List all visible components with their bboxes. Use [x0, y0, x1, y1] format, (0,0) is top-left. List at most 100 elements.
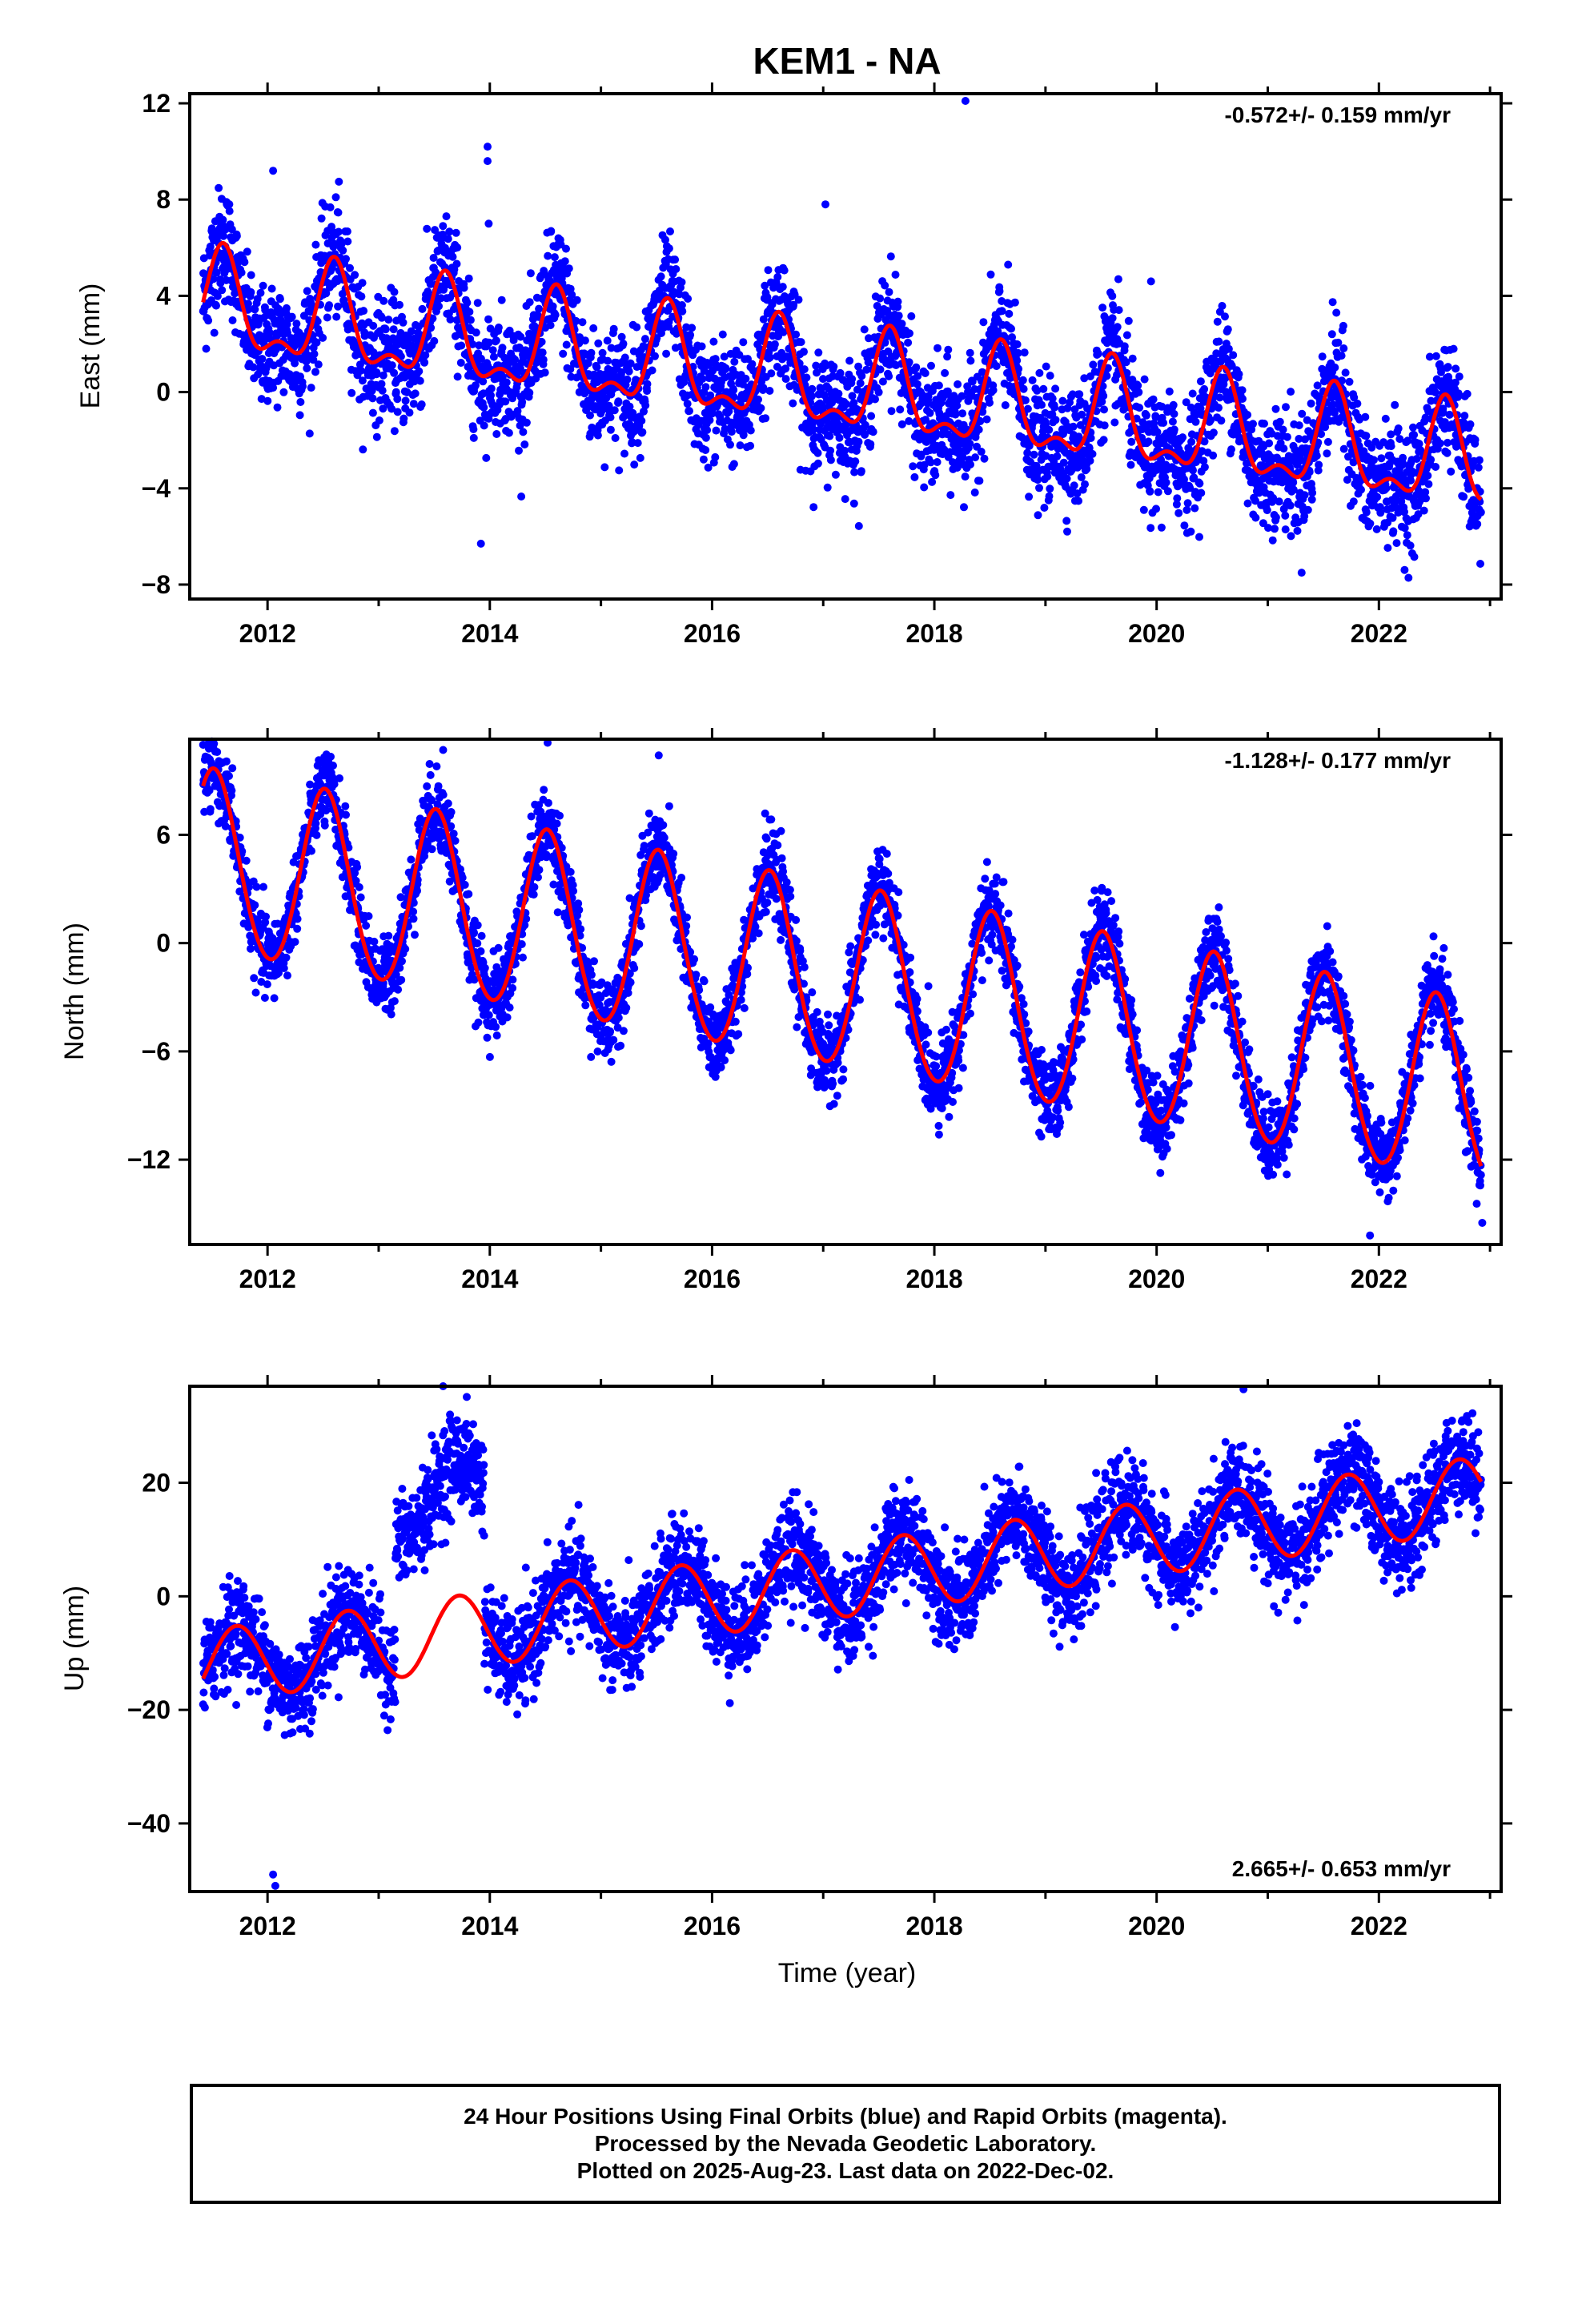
east-data-point	[1293, 526, 1302, 535]
east-data-point	[1010, 298, 1019, 307]
east-data-point	[1059, 458, 1068, 467]
east-data-point	[1307, 399, 1315, 408]
east-data-point	[436, 294, 445, 303]
north-data-point	[263, 980, 271, 989]
east-data-point	[592, 363, 601, 372]
east-data-point	[1034, 511, 1042, 520]
east-data-point	[1382, 484, 1391, 493]
north-data-point	[342, 810, 350, 819]
east-data-point	[421, 351, 430, 360]
east-data-point	[630, 460, 639, 469]
east-data-point	[292, 320, 301, 328]
east-data-point	[572, 296, 581, 304]
north-data-point	[390, 997, 399, 1006]
north-data-point	[293, 915, 302, 923]
east-data-point	[1146, 487, 1154, 496]
east-data-point	[802, 373, 811, 382]
east-data-point	[1369, 456, 1378, 464]
north-data-point	[370, 937, 379, 946]
east-data-point	[894, 312, 903, 320]
east-data-point	[257, 395, 266, 404]
east-data-point	[1399, 453, 1407, 462]
east-data-point	[604, 356, 612, 365]
east-data-point	[1271, 404, 1280, 413]
east-data-point	[638, 428, 647, 436]
east-data-point	[562, 244, 570, 253]
east-data-point	[966, 356, 975, 365]
east-data-point	[1178, 433, 1187, 442]
east-data-point	[966, 460, 974, 468]
east-data-point	[1312, 452, 1321, 460]
east-y-tick-label: 0	[156, 378, 171, 407]
east-data-point	[314, 360, 323, 369]
east-data-point	[1088, 449, 1097, 458]
east-data-point	[374, 292, 383, 301]
east-data-point	[662, 349, 671, 358]
east-data-point	[334, 208, 343, 217]
east-data-point	[881, 281, 889, 290]
east-data-point	[1099, 392, 1108, 400]
east-data-point	[1035, 484, 1043, 493]
east-data-point	[1048, 394, 1057, 403]
east-data-point	[1050, 403, 1058, 412]
north-data-point	[364, 912, 373, 920]
east-data-point	[384, 316, 393, 324]
east-data-point	[1251, 513, 1260, 522]
east-data-point	[206, 242, 215, 251]
east-data-point	[488, 346, 497, 355]
east-outlier-point	[484, 219, 493, 228]
east-data-point	[1315, 460, 1323, 469]
east-data-point	[1366, 519, 1375, 528]
east-data-point	[271, 345, 280, 354]
east-data-point	[391, 388, 400, 396]
east-data-point	[712, 426, 721, 435]
east-data-point	[757, 404, 765, 412]
east-data-point	[482, 453, 491, 462]
east-data-point	[464, 274, 473, 283]
east-data-point	[1043, 472, 1052, 480]
east-data-point	[1287, 532, 1295, 541]
east-data-point	[709, 337, 718, 346]
east-data-point	[343, 227, 351, 235]
east-data-point	[517, 493, 526, 501]
north-data-point	[384, 931, 393, 940]
east-data-point	[1018, 376, 1027, 384]
east-data-point	[800, 348, 808, 356]
east-data-point	[381, 325, 390, 334]
east-data-point	[1476, 508, 1485, 517]
east-data-point	[492, 336, 500, 345]
east-data-point	[219, 231, 228, 240]
east-data-point	[699, 455, 708, 464]
east-data-point	[209, 275, 218, 283]
east-data-point	[648, 366, 656, 375]
east-data-point	[982, 415, 991, 424]
east-data-point	[701, 383, 710, 392]
east-data-point	[1339, 321, 1347, 330]
east-data-point	[1362, 432, 1371, 440]
east-data-point	[393, 395, 402, 404]
east-data-point	[1227, 445, 1235, 454]
east-data-point	[589, 324, 598, 332]
east-data-point	[283, 320, 291, 328]
east-data-point	[1289, 478, 1298, 487]
east-data-point	[251, 305, 259, 314]
east-data-point	[237, 268, 246, 277]
east-data-point	[303, 287, 311, 296]
east-data-point	[1394, 424, 1403, 432]
east-data-point	[1243, 411, 1252, 419]
east-data-point	[1455, 372, 1464, 381]
east-data-point	[1046, 372, 1054, 380]
east-data-point	[841, 400, 850, 408]
east-data-point	[1466, 420, 1475, 428]
east-data-point	[273, 403, 282, 412]
east-data-point	[1040, 504, 1049, 512]
east-data-point	[480, 403, 488, 412]
east-data-point	[1313, 381, 1322, 390]
east-data-point	[1460, 493, 1468, 501]
east-data-point	[885, 287, 893, 296]
east-data-point	[767, 369, 776, 378]
east-data-point	[313, 317, 322, 326]
east-data-point	[1122, 331, 1131, 340]
north-data-point	[228, 764, 237, 773]
